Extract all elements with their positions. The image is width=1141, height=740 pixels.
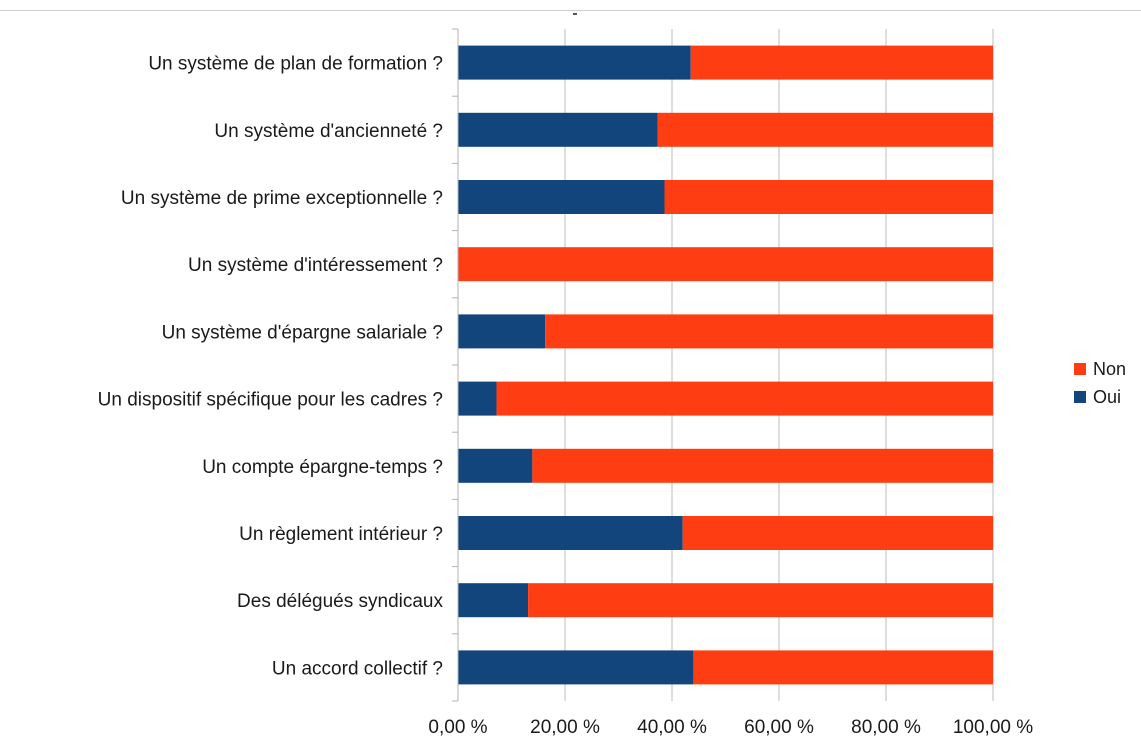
bar-non	[690, 45, 993, 80]
category-label: Des délégués syndicaux	[237, 591, 443, 612]
bar-oui	[458, 516, 683, 550]
category-label: Un système de plan de formation ?	[148, 54, 443, 75]
category-axis	[452, 28, 459, 702]
category-label: Un système d'épargne salariale ?	[162, 322, 443, 343]
bar-non	[532, 448, 993, 483]
bar-oui	[458, 381, 497, 416]
bar-oui	[458, 45, 691, 80]
x-tick-label: 20,00 %	[530, 717, 600, 738]
category-label: Un système de prime exceptionnelle ?	[121, 188, 443, 209]
bar-non	[458, 247, 993, 282]
x-tick-label: 80,00 %	[851, 717, 921, 738]
category-label: Un système d'ancienneté ?	[214, 121, 443, 142]
x-tick-label: 0,00 %	[428, 717, 487, 738]
bars-group	[458, 45, 993, 685]
x-tick-label: 40,00 %	[637, 717, 707, 738]
bar-non	[682, 516, 993, 550]
bar-oui	[458, 180, 665, 214]
legend-label-oui: Oui	[1093, 387, 1121, 407]
bar-non	[664, 180, 993, 214]
bar-non	[545, 314, 993, 349]
category-labels: Un système de plan de formation ? Un syst…	[98, 54, 444, 680]
x-tick-label: 100,00 %	[953, 717, 1033, 738]
legend-label-non: Non	[1093, 359, 1126, 379]
category-label: Un règlement intérieur ?	[239, 524, 443, 545]
bar-oui	[458, 650, 694, 685]
bar-non	[657, 112, 993, 147]
category-label: Un accord collectif ?	[272, 658, 443, 679]
bar-oui	[458, 583, 529, 618]
category-label: Un système d'intéressement ?	[188, 255, 443, 276]
legend: Non Oui	[1074, 359, 1126, 407]
legend-swatch-oui	[1074, 391, 1086, 403]
x-tick-label: 60,00 %	[744, 717, 814, 738]
category-label: Un compte épargne-temps ?	[202, 457, 443, 478]
bar-non	[496, 381, 993, 416]
x-tick-labels: 0,00 % 20,00 % 40,00 % 60,00 % 80,00 % 100,00…	[428, 717, 1033, 738]
bar-oui	[458, 314, 546, 349]
top-center-mark	[573, 13, 577, 15]
legend-swatch-non	[1074, 363, 1086, 375]
top-border-line	[0, 10, 1141, 11]
category-label: Un dispositif spécifique pour les cadres…	[98, 390, 443, 411]
bar-oui	[458, 448, 533, 483]
bar-non	[693, 650, 993, 685]
bar-non	[528, 583, 993, 618]
bar-oui	[458, 112, 658, 147]
